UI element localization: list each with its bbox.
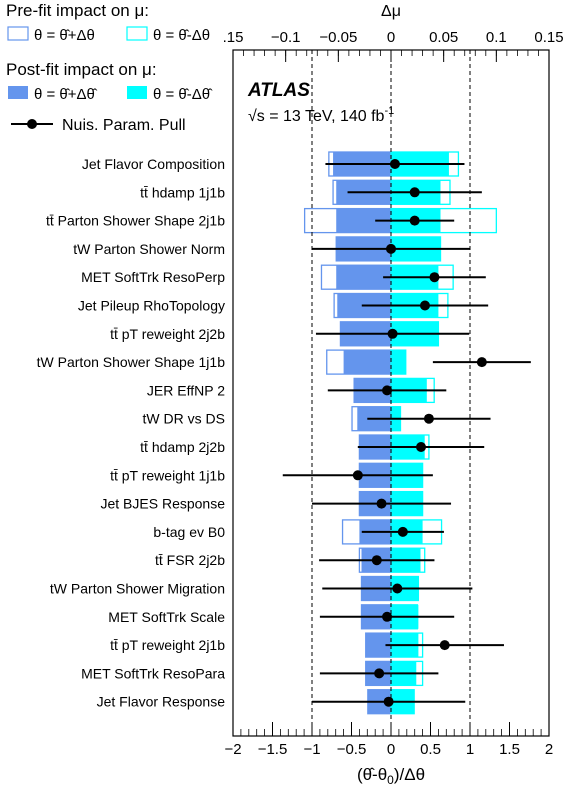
category-label: tW Parton Shower Norm (73, 241, 225, 257)
postfit-up-bar (336, 265, 391, 290)
top-tick-label: 0.05 (429, 29, 458, 46)
bottom-axis: −2 −1.5 −1 −0.5 0 0.5 1 1.5 2 (224, 722, 553, 758)
pull-marker (409, 187, 420, 198)
category-label: b-tag ev B0 (153, 524, 225, 540)
bottom-tick-label: 0.5 (420, 741, 441, 758)
bottom-tick-label: 2 (545, 741, 553, 758)
bottom-tick-label: 1 (466, 741, 474, 758)
pull-marker (429, 272, 440, 283)
pull-marker (382, 385, 393, 396)
pull-marker (382, 611, 393, 622)
category-label: Jet BJES Response (100, 496, 225, 512)
bottom-tick-label: −1 (303, 741, 320, 758)
bottom-tick-label: 0 (387, 741, 395, 758)
top-tick-label: 0.15 (534, 29, 563, 46)
energy-lumi-label: √s = 13 TeV, 140 fb-1 (248, 105, 394, 125)
bottom-tick-label: −1.5 (258, 741, 288, 758)
category-label: Jet Flavor Response (97, 694, 226, 710)
category-label: tW Parton Shower Migration (50, 581, 225, 597)
legend-prefit-down-label: θ = θ̂-Δθ (153, 27, 210, 44)
energy-text: √s = 13 TeV, 140 fb (248, 108, 385, 125)
pull-marker (387, 328, 398, 339)
prefit-down-box (390, 349, 407, 375)
atlas-label: ATLAS (247, 80, 310, 101)
bottom-axis-label: (θ̂-θ0)/Δθ (357, 765, 425, 787)
energy-superscript: -1 (384, 105, 394, 117)
category-labels: Jet Flavor Composition tt̄ hdamp 1j1b tt̄ … (37, 156, 226, 710)
category-label: Jet Flavor Composition (82, 156, 225, 172)
top-axis: .15 −0.1 −0.05 0 0.05 0.1 0.15 (223, 29, 564, 62)
category-label: JER EffNP 2 (147, 382, 225, 398)
top-axis-label: Δμ (381, 3, 401, 20)
pull-marker (374, 668, 385, 679)
pull-marker (386, 243, 396, 254)
top-tick-label: −0.1 (271, 29, 301, 46)
legend-prefit-title: Pre-fit impact on μ: (6, 1, 149, 20)
pull-marker (439, 640, 450, 651)
legend-prefit-up-label: θ = θ̂+Δθ (34, 27, 95, 44)
category-label: tt̄ Parton Shower Shape 2j1b (46, 213, 225, 229)
pull-marker (476, 357, 487, 368)
pull-marker (352, 470, 363, 481)
pull-marker (376, 498, 387, 509)
category-label: tt̄ pT reweight 1j1b (110, 467, 225, 483)
legend-postfit-up-label: θ = θ̂+Δθ̂ (34, 86, 98, 103)
legend-postfit-down-swatch (127, 86, 147, 99)
pull-marker (383, 696, 394, 707)
legend-pull-marker (27, 119, 37, 129)
postfit-down-bar (391, 350, 406, 375)
postfit-up-bar (343, 350, 391, 375)
legend-prefit-up-swatch (7, 26, 29, 41)
pull-marker (371, 555, 382, 566)
category-label: tt̄ pT reweight 2j2b (110, 326, 225, 342)
pull-marker (397, 526, 408, 537)
prefit-boxes (303, 151, 497, 715)
category-label: tt̄ hdamp 1j1b (140, 184, 225, 200)
legend-postfit-title: Post-fit impact on μ: (6, 60, 157, 79)
legend-prefit-down-swatch (126, 26, 148, 41)
bottom-tick-label: −0.5 (337, 741, 367, 758)
legend-pull-label: Nuis. Param. Pull (62, 117, 186, 134)
legend-postfit-up-swatch (8, 86, 28, 99)
pull-marker (423, 413, 434, 424)
pull-marker (389, 159, 400, 169)
bottom-tick-label: 1.5 (499, 741, 520, 758)
category-label: MET SoftTrk ResoPara (81, 665, 225, 681)
category-label: MET SoftTrk Scale (108, 609, 225, 625)
category-label: Jet Pileup RhoTopology (78, 298, 225, 314)
pull-markers (282, 159, 531, 707)
top-tick-label: .15 (223, 29, 244, 46)
top-tick-label: 0 (387, 29, 395, 46)
top-tick-label: −0.05 (319, 29, 357, 46)
category-label: MET SoftTrk ResoPerp (81, 269, 225, 285)
pull-marker (416, 442, 427, 452)
pull-marker (392, 583, 403, 594)
category-label: tW DR vs DS (143, 411, 225, 427)
category-label: tt̄ FSR 2j2b (155, 552, 225, 568)
top-tick-label: 0.1 (486, 29, 507, 46)
category-label: tt̄ hdamp 2j2b (140, 439, 225, 455)
bottom-tick-label: −2 (224, 741, 241, 758)
pull-marker (419, 300, 430, 311)
pull-marker (409, 215, 420, 226)
category-label: tW Parton Shower Shape 1j1b (37, 354, 226, 370)
legend-postfit-down-label: θ = θ̂-Δθ̂ (153, 86, 213, 103)
category-label: tt̄ pT reweight 2j1b (110, 637, 225, 653)
